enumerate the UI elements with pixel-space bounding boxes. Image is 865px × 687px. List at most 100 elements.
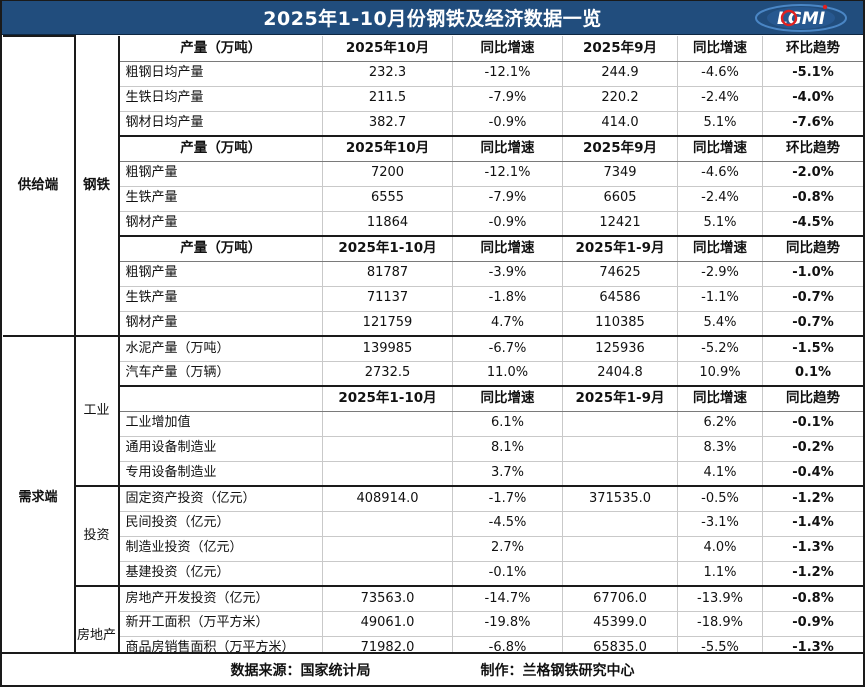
row-growth-2: 1.1% [677, 560, 763, 587]
row-growth-1: -6.7% [452, 335, 563, 362]
row-value-1: 232.3 [322, 60, 453, 87]
row-trend: -0.2% [762, 435, 863, 462]
side-label-demand: 需求端 [2, 335, 76, 652]
row-growth-2: -3.1% [677, 510, 763, 537]
col-header-period-1: 2025年10月 [322, 135, 453, 162]
row-trend: -2.0% [762, 160, 863, 187]
group-label-investment: 投资 [74, 485, 120, 587]
row-trend: -0.7% [762, 310, 863, 337]
row-value-1 [322, 510, 453, 537]
row-value-2: 7349 [562, 160, 678, 187]
economic-data-table: 供给端 钢铁 产量（万吨） 2025年10月 同比增速 2025年9月 同比增速… [2, 35, 863, 652]
row-label: 制造业投资（亿元） [118, 535, 323, 562]
row-growth-1: 2.7% [452, 535, 563, 562]
row-label: 粗钢产量 [118, 160, 323, 187]
row-value-2 [562, 535, 678, 562]
table-container: 供给端 钢铁 产量（万吨） 2025年10月 同比增速 2025年9月 同比增速… [2, 35, 863, 652]
table-row: 需求端 工业 水泥产量（万吨） 139985 -6.7% 125936 -5.2… [2, 335, 863, 652]
row-trend: -1.5% [762, 335, 863, 362]
row-value-1: 81787 [322, 260, 453, 287]
table-row: 汽车产量（万辆） 2732.5 11.0% 2404.8 10.9% 0.1% [3, 360, 863, 387]
col-header-period-1: 2025年1-10月 [322, 385, 453, 412]
row-growth-1: 4.7% [452, 310, 563, 337]
row-growth-1: -1.7% [452, 485, 563, 512]
col-header-metric: 产量（万吨） [118, 135, 323, 162]
row-label: 民间投资（亿元） [118, 510, 323, 537]
group-label-realestate-text: 房地产 [77, 627, 117, 643]
row-value-1 [322, 560, 453, 587]
header-row-monthly: 产量（万吨） 2025年10月 同比增速 2025年9月 同比增速 环比趋势 [3, 135, 863, 162]
row-growth-1: -1.8% [452, 285, 563, 312]
row-growth-1: 8.1% [452, 435, 563, 462]
row-value-1 [322, 435, 453, 462]
row-growth-2: -0.5% [677, 485, 763, 512]
table-row: 商品房销售面积（万平方米） 71982.0 -6.8% 65835.0 -5.5… [3, 635, 863, 652]
row-growth-2: -2.4% [677, 85, 763, 112]
table-row: 民间投资（亿元） -4.5% -3.1% -1.4% [3, 510, 863, 537]
row-growth-1: -7.9% [452, 85, 563, 112]
row-growth-2: -4.6% [677, 60, 763, 87]
row-growth-2: -2.4% [677, 185, 763, 212]
table-row: 粗钢产量 81787 -3.9% 74625 -2.9% -1.0% [3, 260, 863, 287]
row-value-2 [562, 510, 678, 537]
table-row: 钢材产量 11864 -0.9% 12421 5.1% -4.5% [3, 210, 863, 237]
row-growth-1: 3.7% [452, 460, 563, 487]
row-value-1: 11864 [322, 210, 453, 237]
table-row: 基建投资（亿元） -0.1% 1.1% -1.2% [3, 560, 863, 587]
footer-producer: 制作：兰格钢铁研究中心 [480, 662, 635, 679]
row-growth-1: -19.8% [452, 610, 563, 637]
col-header-metric: 产量（万吨） [118, 235, 323, 262]
col-header-period-2: 2025年1-9月 [562, 385, 678, 412]
col-header-yoy-2: 同比增速 [677, 36, 763, 62]
header-row-cumulative: 产量（万吨） 2025年1-10月 同比增速 2025年1-9月 同比增速 同比… [3, 235, 863, 262]
row-growth-1: 11.0% [452, 360, 563, 387]
row-trend: -0.7% [762, 285, 863, 312]
col-header-yoy-1: 同比增速 [452, 385, 563, 412]
row-value-2: 110385 [562, 310, 678, 337]
row-trend: -1.3% [762, 535, 863, 562]
row-value-2: 65835.0 [562, 635, 678, 652]
group-label-steel-text: 钢铁 [83, 176, 110, 193]
col-header-trend: 同比趋势 [762, 385, 863, 412]
row-growth-1: 6.1% [452, 410, 563, 437]
row-label: 钢材产量 [118, 210, 323, 237]
row-growth-2: -2.9% [677, 260, 763, 287]
row-trend: -1.2% [762, 485, 863, 512]
lgmi-logo: LGMI [749, 2, 853, 33]
row-trend: -1.4% [762, 510, 863, 537]
row-value-2 [562, 410, 678, 437]
table-row: 制造业投资（亿元） 2.7% 4.0% -1.3% [3, 535, 863, 562]
row-trend: -0.4% [762, 460, 863, 487]
row-value-1: 71137 [322, 285, 453, 312]
row-label: 通用设备制造业 [118, 435, 323, 462]
row-trend: -0.8% [762, 185, 863, 212]
row-value-2: 414.0 [562, 110, 678, 137]
row-label: 生铁日均产量 [118, 85, 323, 112]
row-value-1: 139985 [322, 335, 453, 362]
header-row-daily: 供给端 钢铁 产量（万吨） 2025年10月 同比增速 2025年9月 同比增速… [2, 35, 863, 337]
group-label-investment-text: 投资 [83, 527, 110, 543]
row-value-1 [322, 460, 453, 487]
col-header-yoy-1: 同比增速 [452, 135, 563, 162]
row-growth-2: 5.1% [677, 110, 763, 137]
row-growth-1: -7.9% [452, 185, 563, 212]
row-value-2 [562, 560, 678, 587]
row-value-1 [322, 535, 453, 562]
table-row: 钢材产量 121759 4.7% 110385 5.4% -0.7% [3, 310, 863, 337]
row-growth-2: -4.6% [677, 160, 763, 187]
col-header-period-2: 2025年1-9月 [562, 235, 678, 262]
col-header-trend: 环比趋势 [762, 135, 863, 162]
row-growth-1: -0.1% [452, 560, 563, 587]
row-trend: -4.5% [762, 210, 863, 237]
col-header-yoy-1: 同比增速 [452, 36, 563, 62]
row-value-2: 74625 [562, 260, 678, 287]
page-title: 2025年1-10月份钢铁及经济数据一览 [263, 8, 602, 30]
row-growth-1: -12.1% [452, 60, 563, 87]
row-growth-2: -18.9% [677, 610, 763, 637]
table-row: 通用设备制造业 8.1% 8.3% -0.2% [3, 435, 863, 462]
row-value-2: 64586 [562, 285, 678, 312]
row-value-1: 49061.0 [322, 610, 453, 637]
row-label: 生铁产量 [118, 285, 323, 312]
table-row: 工业增加值 6.1% 6.2% -0.1% [3, 410, 863, 437]
row-growth-1: -12.1% [452, 160, 563, 187]
